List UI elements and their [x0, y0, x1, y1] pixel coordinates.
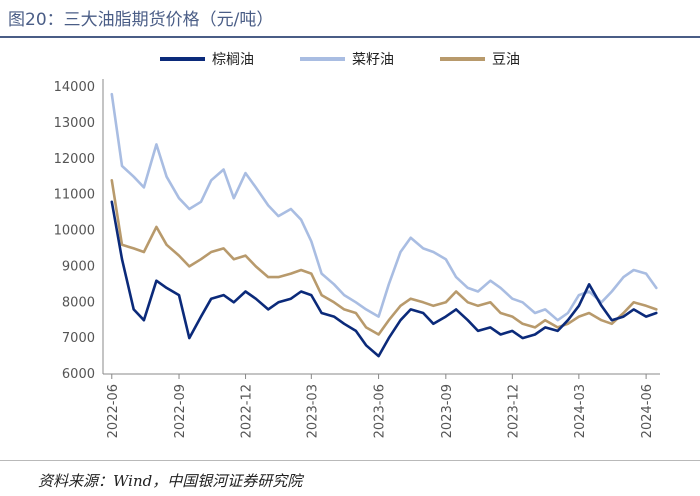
x-tick-label: 2022-12 [240, 384, 255, 438]
chart-title: 图20：三大油脂期货价格（元/吨） [8, 10, 274, 30]
y-tick-label: 10000 [54, 224, 95, 239]
x-axis: 2022-06 2022-09 2022-12 2023-03 2023-06 2023-… [103, 373, 660, 438]
y-tick-label: 9000 [62, 259, 95, 274]
y-axis: 6000 7000 8000 9000 10000 11000 12000 13000 1400… [54, 79, 104, 382]
x-tick-label: 2022-06 [106, 384, 121, 438]
legend-label: 豆油 [492, 52, 520, 68]
x-tick-label: 2023-06 [373, 384, 388, 438]
series-line-1 [110, 200, 658, 358]
y-tick-label: 14000 [54, 80, 95, 95]
x-tick-label: 2023-09 [440, 384, 455, 438]
x-tick-label: 2023-03 [305, 384, 320, 438]
footer-divider [0, 460, 700, 461]
x-tick-label: 2024-06 [640, 384, 655, 438]
y-tick-label: 11000 [54, 188, 95, 203]
chart-legend: 棕榈油 菜籽油 豆油 [160, 52, 520, 68]
x-tick-label: 2023-12 [506, 384, 521, 438]
source-note: 资料来源：Wind，中国银河证券研究院 [38, 472, 303, 490]
y-tick-label: 7000 [62, 331, 95, 346]
y-tick-label: 6000 [62, 367, 95, 382]
y-tick-label: 13000 [54, 116, 95, 131]
series-line-3 [110, 179, 658, 336]
series-line-2 [110, 92, 658, 322]
x-tick-label: 2022-09 [173, 384, 188, 438]
plot-area [110, 92, 658, 358]
legend-label: 棕榈油 [212, 52, 254, 68]
title-divider [0, 36, 700, 38]
y-tick-label: 12000 [54, 152, 95, 167]
x-tick-label: 2024-03 [573, 384, 588, 438]
legend-label: 菜籽油 [352, 52, 394, 68]
y-tick-label: 8000 [62, 295, 95, 310]
